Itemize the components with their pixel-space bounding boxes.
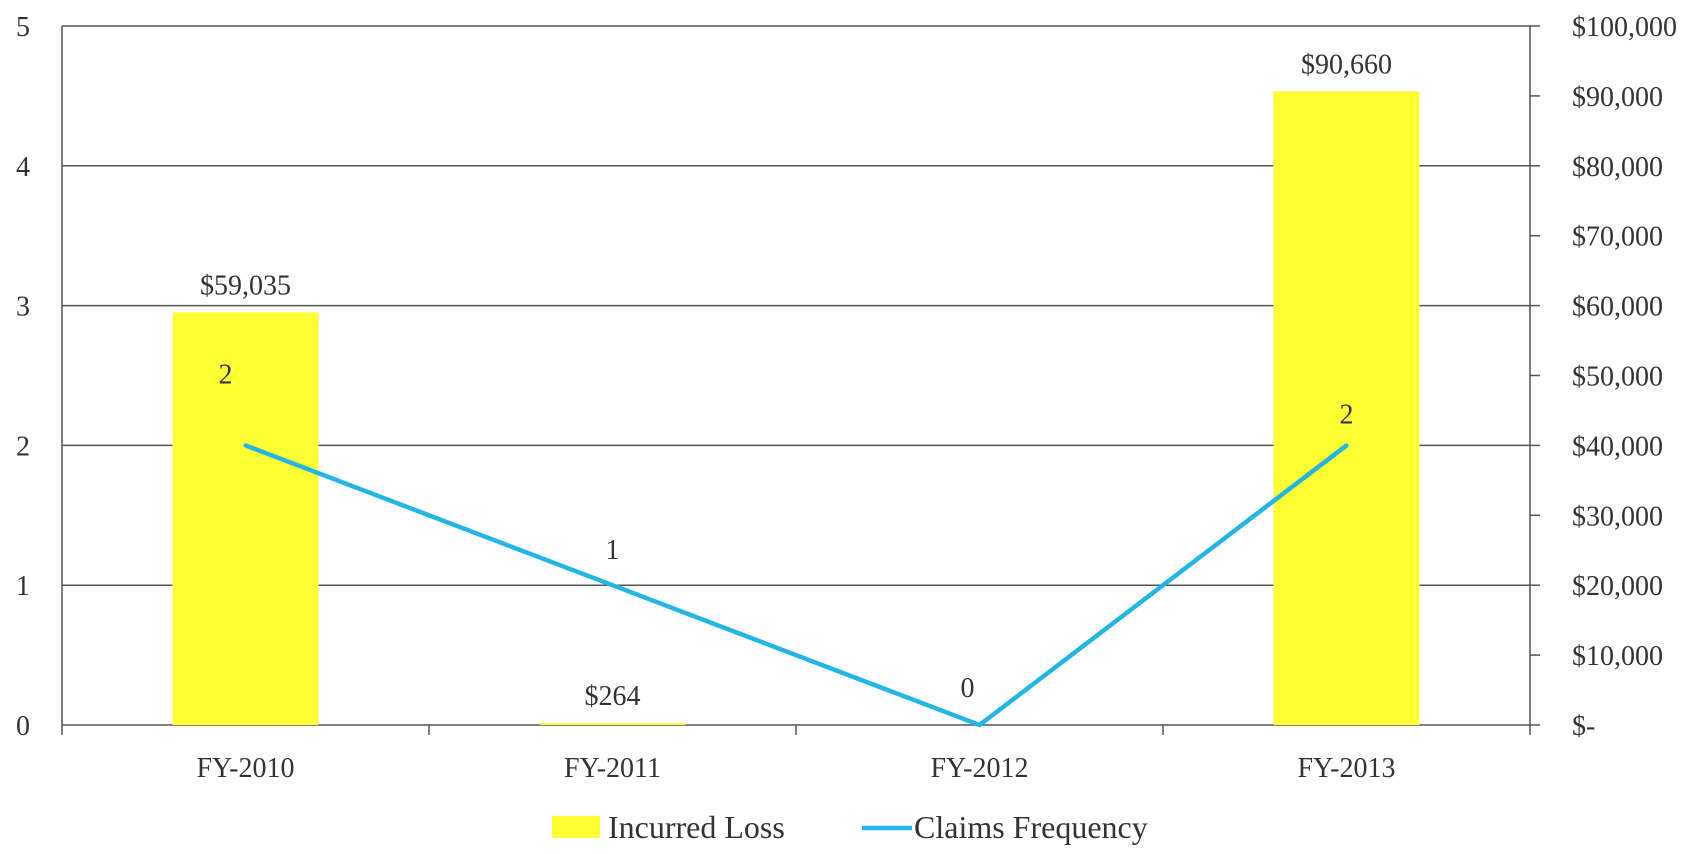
legend-label-incurred-loss: Incurred Loss bbox=[608, 809, 785, 845]
y-left-tick-label: 5 bbox=[16, 12, 30, 43]
bar-data-label: $90,660 bbox=[1301, 49, 1392, 80]
y-right-tick-label: $- bbox=[1572, 711, 1595, 742]
data-labels: $59,035 $264 $90,660 2 1 0 2 bbox=[200, 49, 1392, 712]
x-tick-label: FY-2011 bbox=[564, 753, 661, 784]
line-data-label: 2 bbox=[1340, 399, 1354, 430]
legend: Incurred Loss Claims Frequency bbox=[552, 809, 1148, 845]
x-tick-label: FY-2012 bbox=[930, 753, 1028, 784]
line-data-label: 2 bbox=[219, 359, 233, 390]
y-right-tick-label: $50,000 bbox=[1572, 362, 1663, 393]
legend-swatch-incurred-loss bbox=[552, 816, 600, 838]
bar-incurred-loss bbox=[539, 723, 686, 725]
x-tick-label: FY-2010 bbox=[196, 753, 294, 784]
bar-data-label: $59,035 bbox=[200, 270, 291, 301]
bar-incurred-loss bbox=[172, 312, 319, 725]
y-right-tick-label: $100,000 bbox=[1572, 12, 1677, 43]
y-left-tick-label: 2 bbox=[16, 431, 30, 462]
y-right-tick-label: $90,000 bbox=[1572, 82, 1663, 113]
y-left-tick-label: 4 bbox=[16, 152, 30, 183]
y-right-tick-label: $60,000 bbox=[1572, 292, 1663, 323]
y-left-tick-label: 0 bbox=[16, 711, 30, 742]
line-point bbox=[610, 583, 615, 588]
line-data-label: 1 bbox=[606, 535, 620, 566]
bars-incurred-loss bbox=[172, 91, 1420, 725]
x-tick-label: FY-2013 bbox=[1297, 753, 1395, 784]
y-right-tick-label: $10,000 bbox=[1572, 641, 1663, 672]
line-claims-frequency-path bbox=[244, 443, 1348, 728]
y-right-tick-label: $20,000 bbox=[1572, 571, 1663, 602]
line-data-label: 0 bbox=[961, 673, 975, 704]
y-right-tick-label: $40,000 bbox=[1572, 431, 1663, 462]
y-left-tick-label: 1 bbox=[16, 571, 30, 602]
y-left-tick-label: 3 bbox=[16, 292, 30, 323]
bar-incurred-loss bbox=[1273, 91, 1420, 725]
line-claims-frequency bbox=[243, 443, 1349, 728]
line-point bbox=[243, 443, 248, 448]
axes: 0 1 2 3 4 5 $- $10,000 $20,000 $30,000 $40,000 $50,… bbox=[16, 12, 1677, 784]
y-right-tick-label: $80,000 bbox=[1572, 152, 1663, 183]
y-right-tick-label: $30,000 bbox=[1572, 501, 1663, 532]
line-point bbox=[1344, 443, 1349, 448]
legend-label-claims-frequency: Claims Frequency bbox=[914, 809, 1148, 845]
line-point bbox=[977, 723, 982, 727]
bar-data-label: $264 bbox=[585, 681, 641, 712]
y-right-tick-label: $70,000 bbox=[1572, 222, 1663, 253]
